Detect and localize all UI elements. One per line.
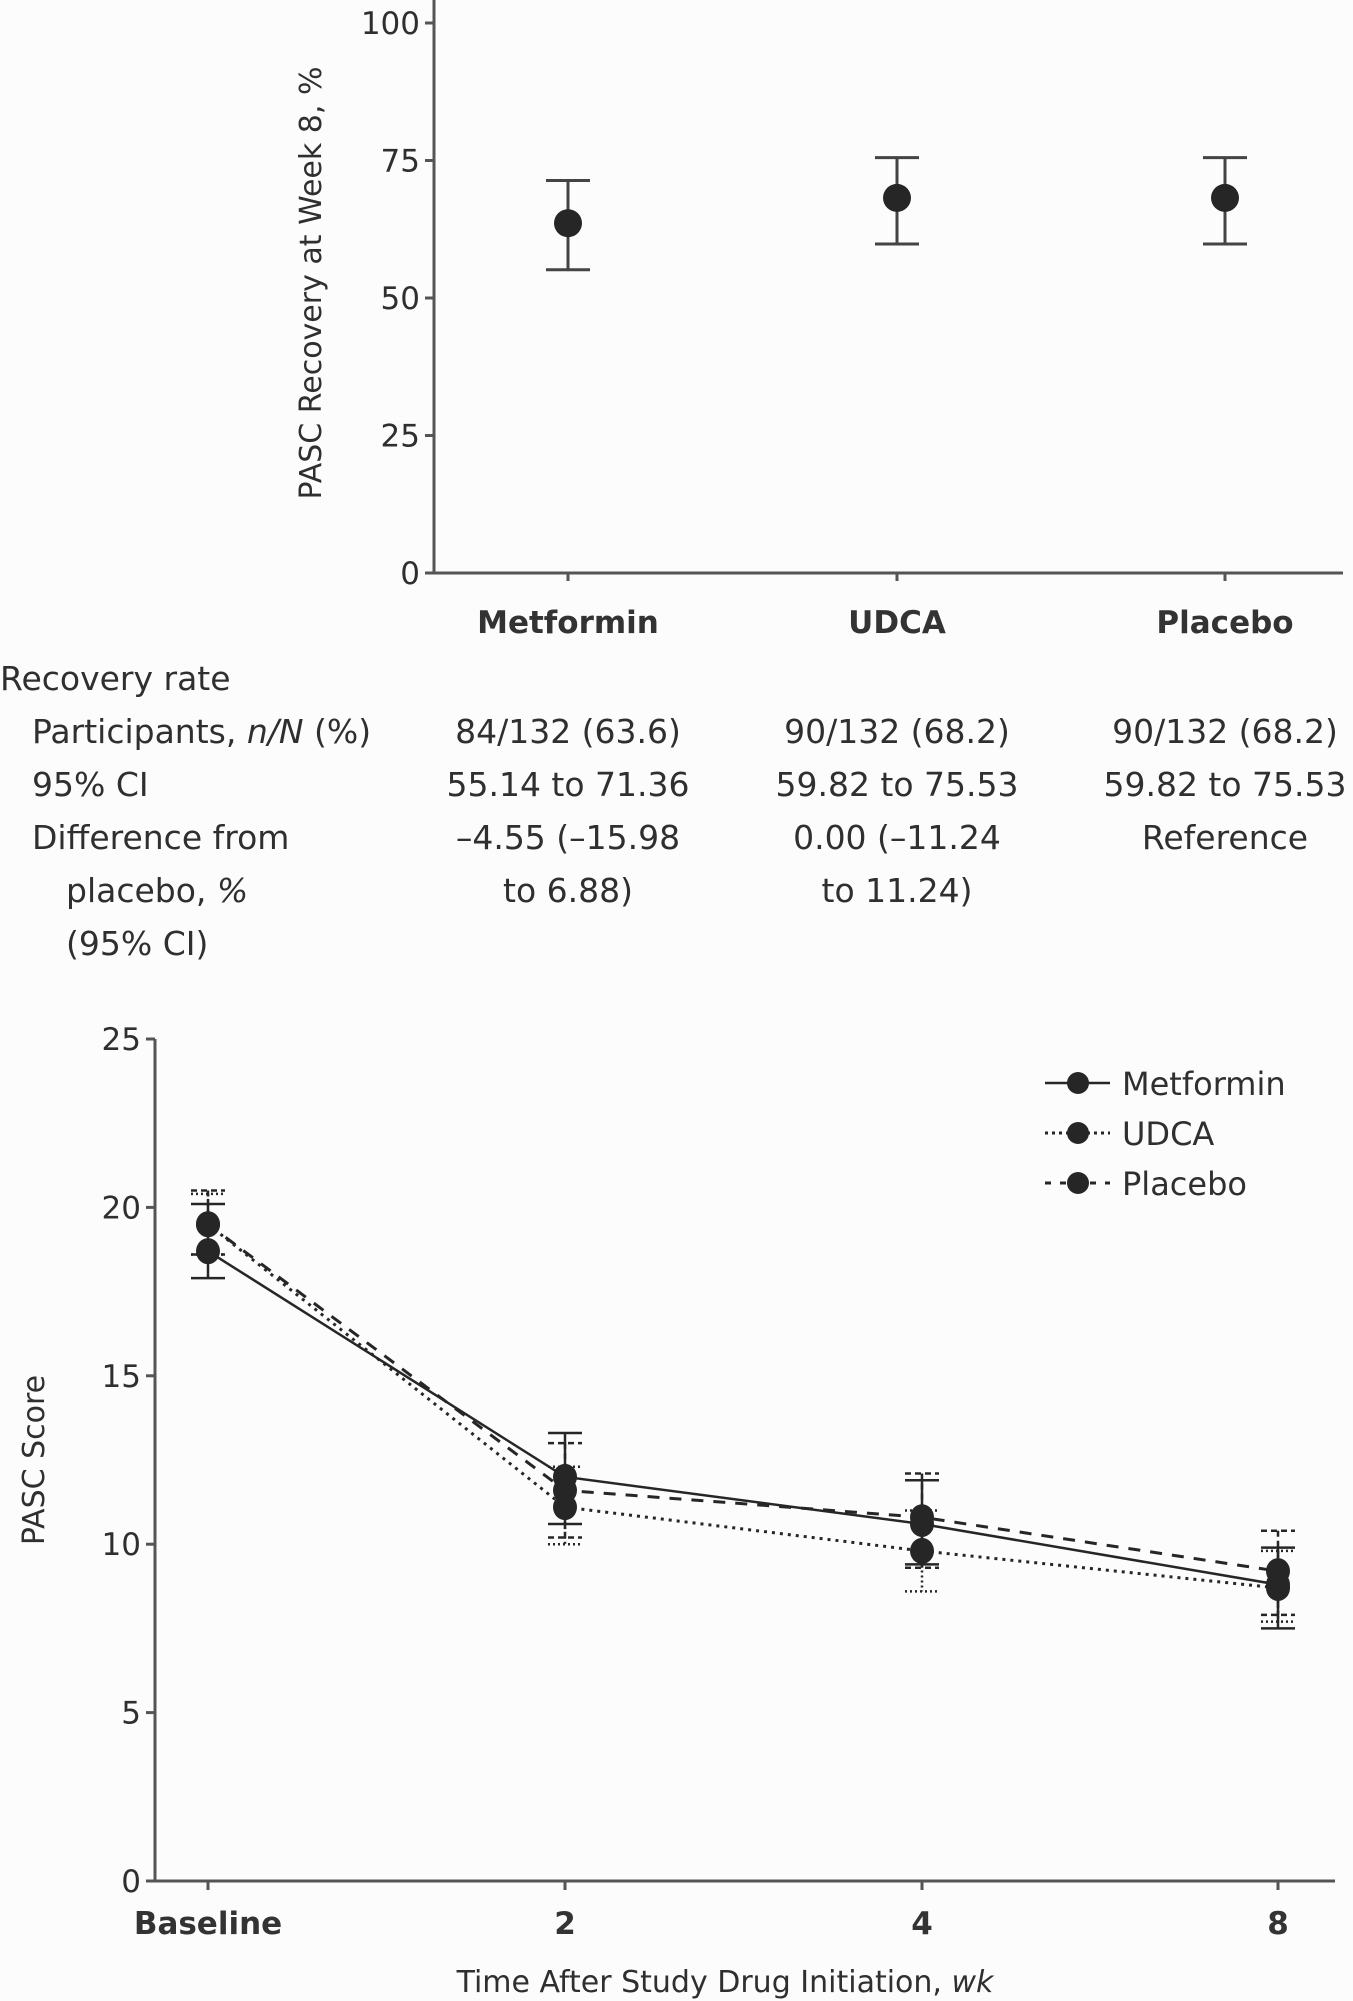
cell-diff-line1: –4.55 (–15.98 <box>455 818 681 857</box>
cell-diff-line2: to 11.24) <box>821 871 973 910</box>
x-tick-label: 2 <box>554 1906 576 1942</box>
y-tick-label: 0 <box>121 1864 141 1900</box>
series-line-placebo <box>207 1223 1279 1573</box>
y-tick-label: 0 <box>400 556 420 592</box>
series-line-metformin <box>207 1250 1279 1586</box>
y-tick-label: 25 <box>381 419 420 455</box>
data-point-metformin <box>196 1238 220 1265</box>
recovery-chart: 0 25 50 75 100 Metformin UDCA Placebo PASC Rec… <box>294 0 1343 641</box>
pasc-chart-axes <box>147 1039 1335 1883</box>
x-ticks: Baseline 2 4 8 <box>134 1881 1289 1942</box>
y-ticks: 0 5 10 15 20 25 <box>102 1022 155 1900</box>
cell-diff-line1: Reference <box>1141 818 1309 857</box>
table-column-udca: 90/132 (68.2) 59.82 to 75.53 0.00 (–11.2… <box>732 705 1062 917</box>
data-point-metformin <box>910 1510 934 1537</box>
row-label-diff-line2: placebo, % <box>66 864 248 917</box>
cell-diff-line2: to 6.88) <box>503 871 633 910</box>
row-label-ci: 95% CI <box>32 765 149 804</box>
row-label-diff-line2-text: placebo, <box>66 871 217 910</box>
y-axis-title: PASC Recovery at Week 8, % <box>294 67 329 500</box>
table-column-metformin: 84/132 (63.6) 55.14 to 71.36 –4.55 (–15.… <box>403 705 733 917</box>
data-point-metformin <box>1266 1571 1290 1598</box>
data-point-placebo <box>553 1477 577 1504</box>
row-label-participants-text: Participants, <box>32 712 247 751</box>
y-tick-label: 15 <box>102 1359 141 1395</box>
data-point-udca <box>910 1537 934 1564</box>
data-point-udca <box>196 1211 220 1238</box>
data-point-placebo <box>910 1504 934 1531</box>
legend-marker-udca <box>1067 1122 1089 1144</box>
row-label-participants-italic: n/N <box>246 712 304 751</box>
y-tick-label: 100 <box>361 6 420 42</box>
data-point-placebo <box>1211 183 1239 212</box>
legend-marker-metformin <box>1067 1072 1089 1094</box>
row-label-diff-line3: (95% CI) <box>66 924 209 963</box>
row-label-participants: Participants, n/N (%) <box>32 705 371 758</box>
data-point-udca <box>883 183 911 212</box>
data-point-metformin <box>554 209 582 238</box>
data-point-udca <box>553 1494 577 1521</box>
x-tick-label: 8 <box>1267 1906 1289 1942</box>
series-lines <box>207 1223 1279 1590</box>
legend-label-metformin: Metformin <box>1122 1065 1286 1103</box>
y-tick-label: 25 <box>102 1022 141 1058</box>
y-tick-label: 50 <box>381 281 420 317</box>
x-tick-label: Baseline <box>134 1906 282 1942</box>
table-section-label: Recovery rate <box>0 659 231 698</box>
cell-participants: 90/132 (68.2) <box>784 712 1010 751</box>
y-tick-label: 75 <box>381 144 420 180</box>
legend-label-placebo: Placebo <box>1122 1165 1247 1203</box>
y-axis-title: PASC Score <box>17 1375 52 1545</box>
y-ticks: 0 25 50 75 100 <box>361 6 434 592</box>
row-label-participants-suffix: (%) <box>303 712 372 751</box>
x-tick-label-udca: UDCA <box>848 605 946 641</box>
x-axis-title-unit: wk <box>952 1965 996 2000</box>
row-label-diff-line2-italic: % <box>216 871 249 910</box>
cell-ci: 59.82 to 75.53 <box>775 765 1019 804</box>
y-tick-label: 10 <box>102 1527 141 1563</box>
data-point-placebo <box>196 1211 220 1238</box>
x-axis-title: Time After Study Drug Initiation, wk <box>456 1965 995 2000</box>
data-point-udca <box>1266 1574 1290 1601</box>
legend: Metformin UDCA Placebo <box>1045 1065 1286 1203</box>
x-ticks: Metformin UDCA Placebo <box>477 573 1294 641</box>
recovery-chart-axes <box>426 0 1343 575</box>
series-line-udca <box>207 1223 1279 1590</box>
legend-marker-placebo <box>1067 1172 1089 1194</box>
x-axis-title-text: Time After Study Drug Initiation, <box>456 1965 952 2000</box>
cell-ci: 55.14 to 71.36 <box>446 765 690 804</box>
cell-participants: 90/132 (68.2) <box>1112 712 1338 751</box>
error-bars <box>191 1189 1295 1630</box>
y-tick-label: 20 <box>102 1190 141 1226</box>
table-column-placebo: 90/132 (68.2) 59.82 to 75.53 Reference <box>1060 705 1353 864</box>
x-tick-label: 4 <box>911 1906 933 1942</box>
legend-label-udca: UDCA <box>1122 1115 1214 1153</box>
cell-participants: 84/132 (63.6) <box>455 712 681 751</box>
x-tick-label-placebo: Placebo <box>1156 605 1293 641</box>
series-points <box>196 1211 1290 1601</box>
data-point-placebo <box>1266 1558 1290 1585</box>
data-point-metformin <box>553 1463 577 1490</box>
x-tick-label-metformin: Metformin <box>477 605 659 641</box>
cell-diff-line1: 0.00 (–11.24 <box>793 818 1001 857</box>
recovery-points <box>546 156 1247 272</box>
row-label-diff-line1: Difference from <box>32 818 290 857</box>
y-tick-label: 5 <box>121 1696 141 1732</box>
cell-ci: 59.82 to 75.53 <box>1103 765 1347 804</box>
